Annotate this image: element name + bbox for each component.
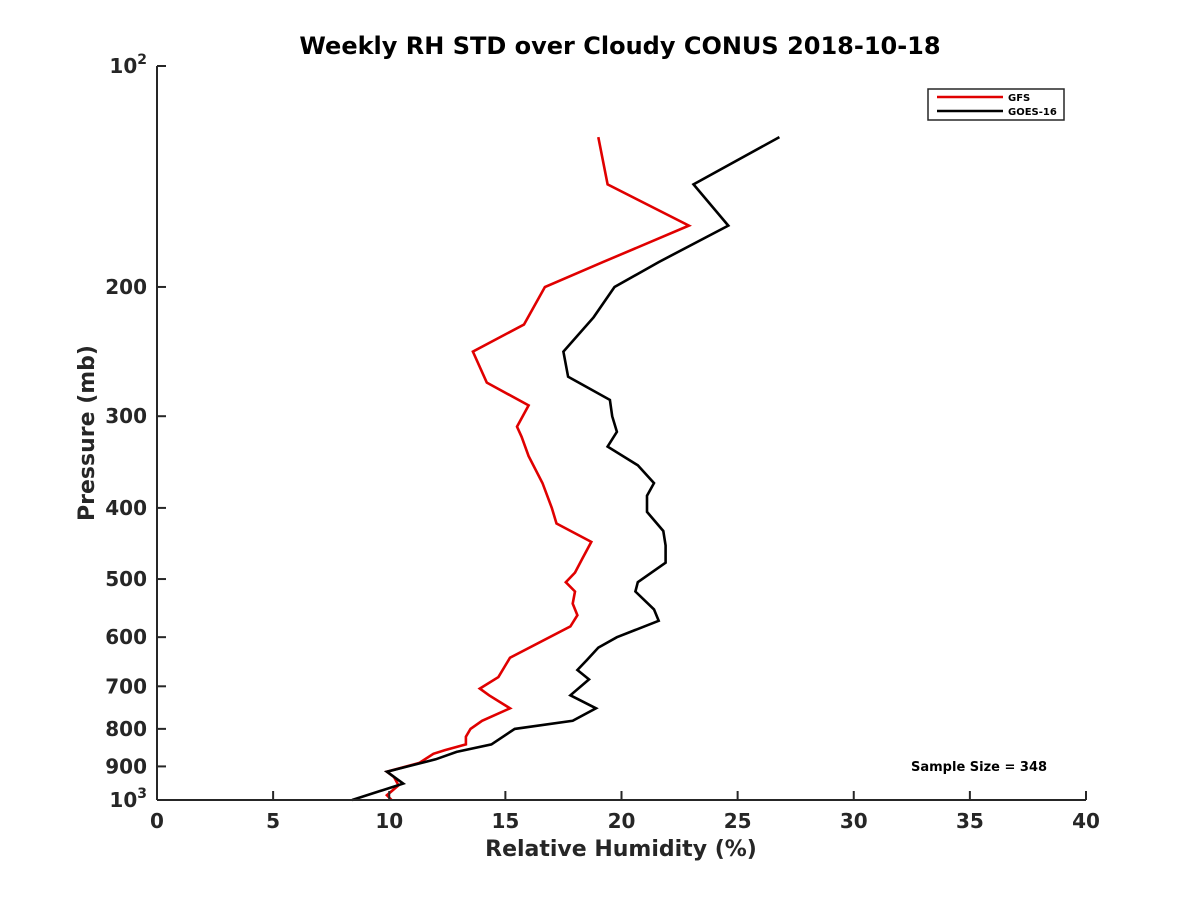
x-tick-label: 10 <box>375 809 403 833</box>
y-tick-label: 300 <box>105 404 147 428</box>
x-axis-ticks: 0 5 10 15 20 25 30 35 40 <box>150 791 1100 833</box>
y-axis-ticks: 102 200 300 400 500 600 700 800 900 103 <box>105 52 166 812</box>
series-line-goes16 <box>351 135 781 802</box>
legend-box <box>927 88 1065 121</box>
x-tick-label: 30 <box>840 809 868 833</box>
y-tick-label: 102 <box>109 52 147 78</box>
y-tick-label: 900 <box>105 754 147 778</box>
x-axis-label: Relative Humidity (%) <box>485 837 757 862</box>
y-tick-label: 700 <box>105 674 147 698</box>
chart-title: Weekly RH STD over Cloudy CONUS 2018-10-… <box>299 32 940 60</box>
x-tick-label: 0 <box>150 809 164 833</box>
y-tick-label: 103 <box>109 786 147 812</box>
series-line-gfs <box>383 136 692 801</box>
y-axis-label: Pressure (mb) <box>75 345 100 521</box>
y-tick-label: 500 <box>105 567 147 591</box>
x-tick-label: 5 <box>266 809 280 833</box>
y-tick-label: 200 <box>105 275 147 299</box>
y-tick-label: 800 <box>105 717 147 741</box>
y-tick-label: 600 <box>105 625 147 649</box>
x-tick-label: 20 <box>608 809 636 833</box>
x-tick-label: 35 <box>956 809 984 833</box>
x-tick-label: 40 <box>1072 809 1100 833</box>
y-tick-label: 400 <box>105 496 147 520</box>
plot-area <box>351 135 781 802</box>
legend: GFS GOES-16 <box>927 88 1065 121</box>
x-tick-label: 25 <box>724 809 752 833</box>
x-tick-label: 15 <box>491 809 519 833</box>
legend-label-goes16: GOES-16 <box>1008 107 1057 118</box>
legend-label-gfs: GFS <box>1008 93 1030 104</box>
sample-size-annotation: Sample Size = 348 <box>911 760 1047 775</box>
